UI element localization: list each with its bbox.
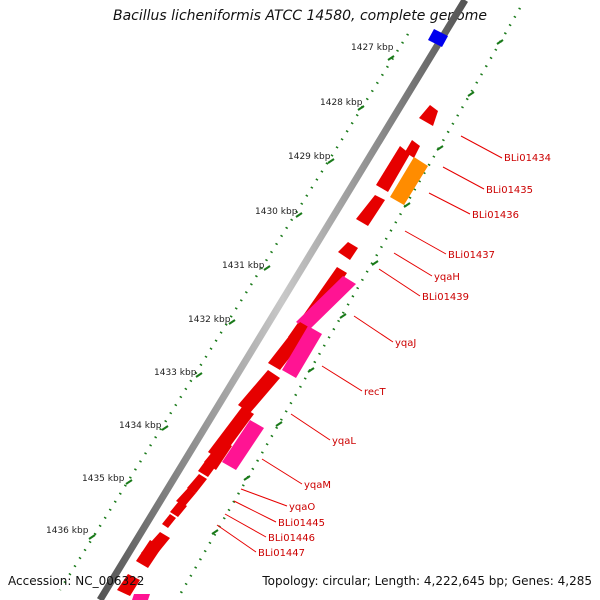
gene-label[interactable]: recT	[364, 387, 387, 398]
gene-left-5	[204, 440, 232, 470]
map-title: Bacillus licheniformis ATCC 14580, compl…	[113, 8, 487, 24]
tick-mark	[371, 260, 379, 266]
gene-label[interactable]: BLi01447	[258, 548, 305, 559]
gene-left-9	[132, 594, 150, 600]
leader-line	[460, 135, 503, 159]
gene-BLi01446	[170, 501, 187, 517]
tick-label: 1436 kbp	[46, 526, 89, 536]
gene-label[interactable]: yqaH	[434, 272, 460, 283]
tick-mark	[195, 372, 203, 378]
tick-label: 1430 kbp	[255, 207, 298, 217]
gene-label[interactable]: yqaM	[304, 480, 331, 491]
gene-label[interactable]: yqaO	[289, 502, 315, 513]
gene-label[interactable]: BLi01437	[448, 250, 495, 261]
tick-label: 1427 kbp	[351, 43, 394, 53]
leader-line	[353, 315, 394, 343]
leader-line	[224, 513, 267, 538]
gene-label[interactable]: BLi01445	[278, 518, 325, 529]
tick-mark	[263, 265, 271, 271]
tick-mark	[228, 319, 236, 325]
gene-BLi01437	[356, 195, 385, 226]
leader-line	[216, 524, 257, 553]
tick-mark	[243, 475, 251, 481]
gene-label[interactable]: BLi01434	[504, 153, 551, 164]
leader-line	[321, 365, 363, 392]
gene-left-3	[238, 370, 280, 413]
label-leaders	[216, 135, 503, 553]
gene-yqaL	[222, 420, 264, 470]
tick-mark	[327, 158, 335, 164]
tick-label: 1429 kbp	[288, 152, 331, 162]
gene-arrow	[405, 140, 420, 158]
gene-labels: BLi01434 BLi01435 BLi01436 BLi01437 yqaH…	[258, 153, 551, 559]
gene-left-8	[117, 574, 140, 596]
gene-yqaJ	[296, 276, 356, 330]
gene-blue	[428, 29, 448, 47]
leader-line	[233, 500, 277, 523]
gene-left-7	[136, 540, 162, 568]
tick-mark	[307, 367, 315, 373]
gene-BLi01435-left	[376, 146, 410, 192]
tick-mark	[295, 212, 303, 218]
tick-label: 1435 kbp	[82, 474, 125, 484]
leader-line	[290, 413, 331, 441]
tick-label: 1432 kbp	[188, 315, 231, 325]
gene-label[interactable]: BLi01435	[486, 185, 533, 196]
outer-guide-line	[58, 33, 410, 591]
gene-yqaM	[198, 460, 216, 477]
gene-track	[117, 29, 448, 600]
topology-text: Topology: circular; Length: 4,222,645 bp…	[262, 574, 592, 588]
tick-mark	[125, 479, 133, 485]
tick-label: 1431 kbp	[222, 261, 265, 271]
scale-labels: 1427 kbp 1428 kbp 1429 kbp 1430 kbp 1431…	[46, 43, 394, 536]
gene-BLi01445	[176, 488, 196, 506]
gene-BLi01447	[162, 514, 176, 528]
tick-mark	[467, 91, 475, 97]
tick-mark	[339, 313, 347, 319]
tick-mark	[496, 39, 504, 45]
tick-mark	[403, 202, 411, 208]
scale-ticks	[88, 55, 395, 540]
tick-mark	[161, 425, 169, 431]
gene-BLi01434	[419, 105, 438, 126]
tick-mark	[357, 105, 365, 111]
tick-mark	[436, 145, 444, 151]
tick-mark	[275, 421, 283, 427]
leader-line	[378, 268, 421, 297]
leader-line	[428, 192, 471, 215]
tick-label: 1433 kbp	[154, 368, 197, 378]
tick-mark	[211, 529, 219, 535]
gene-recT	[282, 326, 322, 378]
gene-left-2	[268, 322, 312, 370]
leader-line	[442, 166, 485, 190]
gene-BLi01436	[390, 157, 428, 205]
leader-line	[240, 488, 288, 507]
tick-mark	[387, 55, 395, 61]
gene-label[interactable]: yqaJ	[395, 338, 416, 349]
tick-mark	[88, 534, 96, 540]
inner-ticks	[211, 39, 504, 535]
genome-backbone	[97, 0, 468, 600]
leader-line	[393, 252, 433, 277]
gene-label[interactable]: BLi01439	[422, 292, 469, 303]
accession-text: Accession: NC_006322	[8, 574, 145, 588]
gene-label[interactable]: BLi01446	[268, 533, 315, 544]
gene-label[interactable]: BLi01436	[472, 210, 519, 221]
leader-line	[404, 230, 447, 255]
tick-label: 1434 kbp	[119, 421, 162, 431]
gene-yqaH	[338, 242, 358, 260]
leader-line	[261, 458, 303, 485]
gene-yqaO	[187, 474, 207, 493]
tick-label: 1428 kbp	[320, 98, 363, 108]
gene-label[interactable]: yqaL	[332, 436, 356, 447]
